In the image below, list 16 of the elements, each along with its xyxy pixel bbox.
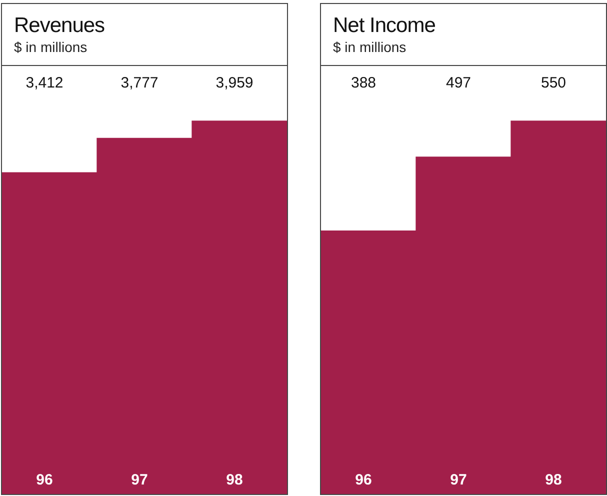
chart-title: Revenues: [14, 14, 106, 38]
x-tick-label: 98: [545, 472, 562, 489]
chart-subtitle: $ in millions: [14, 38, 88, 56]
data-label: 550: [540, 74, 566, 92]
x-tick-label: 96: [36, 472, 53, 489]
data-label: 3,412: [26, 74, 64, 92]
x-tick-label: 97: [131, 472, 148, 489]
data-label: 388: [350, 74, 376, 92]
data-label: 3,777: [120, 74, 158, 92]
data-label: 3,959: [216, 74, 254, 92]
x-tick-label: 97: [450, 472, 467, 489]
chart-subtitle: $ in millions: [333, 38, 408, 56]
x-tick-label: 96: [355, 472, 372, 489]
data-label: 497: [446, 74, 472, 92]
chart-title: Net Income: [333, 14, 436, 38]
x-tick-label: 98: [226, 472, 243, 489]
